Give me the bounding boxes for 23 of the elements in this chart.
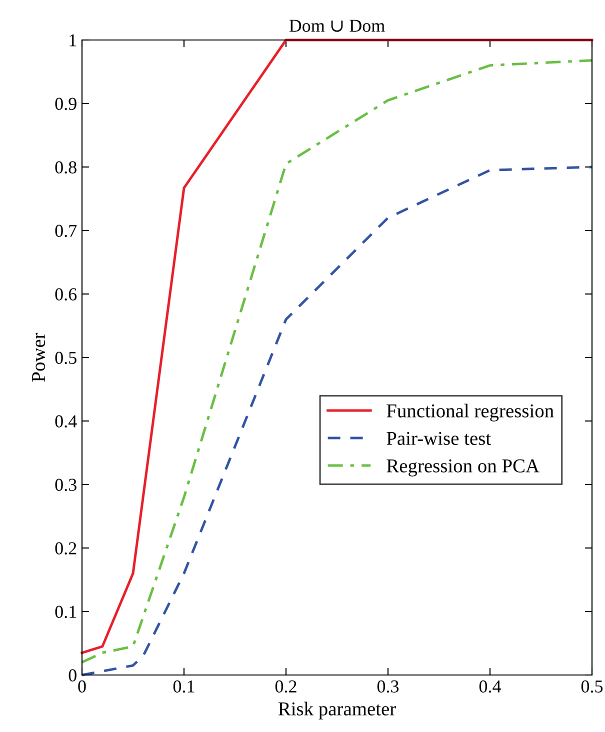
x-tick-label: 0.5 (581, 680, 603, 693)
chart-title: Dom ∪ Dom (289, 20, 385, 32)
y-tick-label: 0.9 (55, 98, 76, 110)
x-tick-label: 0.1 (173, 680, 194, 693)
x-tick-label: 0.3 (377, 680, 399, 693)
legend-label: Functional regression (386, 404, 554, 422)
legend-label: Pair-wise test (386, 432, 491, 445)
x-tick-label: 0.4 (479, 680, 502, 693)
y-tick-label: 0.2 (55, 542, 76, 555)
y-tick-label: 0.8 (55, 161, 76, 174)
y-tick-label: 1 (70, 34, 76, 46)
y-tick-label: 0.6 (55, 288, 77, 301)
y-tick-label: 0.7 (55, 224, 77, 238)
x-tick-label: 0.2 (275, 680, 296, 693)
y-tick-label: 0.1 (55, 606, 76, 618)
x-axis-title: Risk parameter (278, 702, 396, 720)
y-tick-label: 0.3 (55, 478, 76, 492)
x-tick-label: 0 (78, 680, 86, 693)
y-axis-title: Power (32, 332, 46, 382)
y-tick-label: 0.5 (55, 352, 76, 364)
legend-label: Regression on PCA (386, 459, 540, 476)
y-tick-label: 0.4 (55, 415, 77, 428)
y-tick-label: 0 (68, 669, 76, 682)
